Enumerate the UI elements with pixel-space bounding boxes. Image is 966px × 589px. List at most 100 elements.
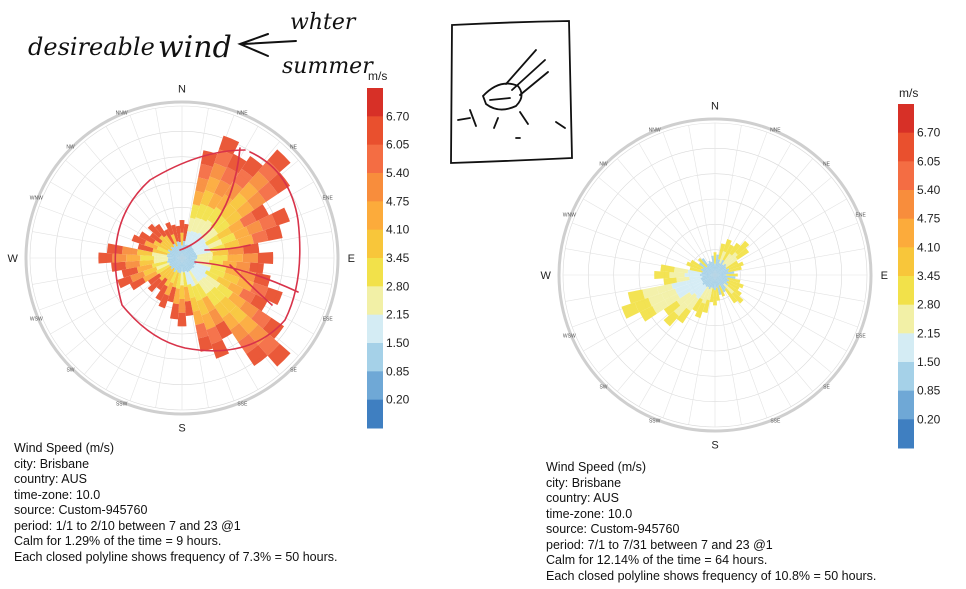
petal-segment-NNE [184,231,191,246]
petal-segment-SSE [206,326,223,345]
petal-segment-WSW [661,288,678,300]
colorbar-tick-label: 4.75 [917,212,941,226]
petal-segment-SSW [708,275,715,290]
petal-segment-NW [701,257,715,275]
petal-segment-WSW [671,280,687,290]
petal-segment-W [166,255,182,258]
petal-segment-WSW [156,262,170,271]
petal-segment-WSW [642,286,659,299]
petal-segment-NE [192,238,207,250]
colorbar-segment [898,161,914,191]
petal-segment-SW [695,285,707,300]
petal-segment-NE [229,192,248,211]
petal-segment-N [180,232,184,246]
handwritten-winter: whter [290,10,357,35]
petal-segment-W [121,246,138,256]
petal-segment-SSE [715,275,726,293]
wind-rose-2: N NNE NE ENE E ESE SE SSE S SSW SW WSW W WNW NW NNW m/s 6… [540,86,940,451]
direction-label-N: N [711,101,719,113]
info-line: country: AUS [14,472,87,486]
petal-segment-NW [170,246,182,258]
direction-label-WSW: WSW [30,316,43,322]
petal-segment-NE [182,248,195,258]
grid-spoke [714,274,865,302]
petal-segment-WSW [166,258,182,263]
info-line: time-zone: 10.0 [14,487,101,502]
petal-segment-SSW [164,281,174,296]
petal-segment-ENE [715,267,727,275]
petal-segment-S [715,275,718,288]
petal-segment-SSE [195,283,208,299]
petal-segment-SE [267,343,291,367]
petal-segment-NW [706,266,715,275]
petal-segment-SW [684,293,697,306]
petal-segment-NE [248,171,269,192]
petal-segment-E [212,248,229,256]
petal-segment-N [179,220,185,233]
petal-segment-WNW [167,249,182,258]
petal-segment-NE [722,253,733,266]
petal-segment-SE [182,258,192,271]
petal-segment-S [183,286,191,302]
direction-label-NE: NE [290,144,298,150]
petal-segment-ENE [727,266,742,273]
petal-segment-SSE [211,339,230,359]
direction-label-NW: NW [599,161,608,167]
petal-segment-WSW [136,264,153,273]
petal-segment-NE [715,265,727,275]
direction-label-E: E [348,253,355,265]
direction-label-SE: SE [823,385,830,391]
petal-segment-SW [159,265,172,277]
petal-segment-SW [702,275,715,286]
petal-segment-SE [216,283,234,299]
petal-segment-S [182,272,188,288]
petal-segment-NNE [200,190,214,207]
petal-segment-NW [160,240,173,251]
petal-segment-SSW [158,293,170,309]
info-line: time-zone: 10.0 [546,506,633,521]
petal-segment-NW [697,257,708,268]
petal-segment-ENE [725,260,739,270]
colorbar-segment [898,390,914,420]
petal-segment-E [182,254,198,258]
petal-segment-NNW [170,234,178,247]
petal-segment-SSE [188,270,199,286]
colorbar-segment [367,258,383,287]
petal-segment-SE [206,290,221,307]
petal-segment-SE [715,275,727,290]
hand-sketch [450,20,573,164]
petal-segment-NNE [195,203,208,220]
info-line: Calm for 12.14% of the time = 64 hours. [546,553,768,567]
petal-segment-SE [191,267,204,280]
petal-segment-WSW [168,258,182,267]
colorbar-segment [898,419,914,449]
petal-segment-SE [222,312,240,331]
petal-segment-WNW [702,270,715,275]
petal-segment-W [98,252,113,264]
petal-segment-ESE [715,275,728,280]
petal-segment-ENE [265,225,283,241]
petal-segment-WNW [152,248,168,256]
petal-segment-ENE [237,234,254,247]
petal-segment-WNW [169,252,182,258]
petal-segment-W [684,273,700,277]
petal-segment-NE [225,210,243,226]
petal-segment-NNW [707,263,715,275]
petal-segment-SE [723,283,735,295]
petal-segment-S [182,258,185,273]
petal-segment-ENE [715,268,730,275]
direction-label-NE: NE [823,161,831,167]
petal-segment-SW [704,275,715,286]
colorbar-segment [367,371,383,401]
petal-segment-NE [239,182,258,201]
petal-segment-SSE [715,275,721,286]
petal-segment-S [177,312,187,327]
petal-segment-NNE [715,259,721,275]
petal-segment-NNE [207,192,223,210]
petal-segment-SSE [187,283,196,299]
petal-segment-NNE [201,205,215,222]
direction-label-SSW: SSW [116,402,128,408]
petal-segment-S [178,258,182,274]
colorbar-tick-label: 4.10 [386,223,410,237]
petal-segment-NE [725,256,738,268]
